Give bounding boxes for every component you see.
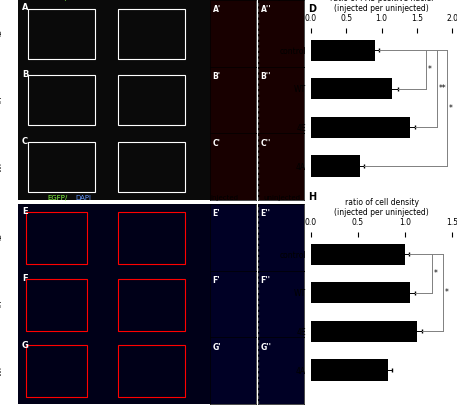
Text: injected: injected [211, 0, 239, 1]
Bar [311, 359, 388, 381]
Text: DAPI: DAPI [76, 195, 92, 201]
Bar [311, 155, 361, 177]
Bar [26, 212, 87, 264]
Text: E'': E'' [260, 209, 271, 218]
Text: WT: WT [0, 161, 3, 172]
Text: F': F' [213, 276, 220, 285]
Text: C: C [22, 137, 28, 146]
Text: A': A' [213, 5, 221, 14]
Text: G': G' [213, 343, 221, 352]
Text: *: * [434, 269, 437, 278]
Text: WT: WT [0, 365, 3, 376]
Text: F: F [22, 274, 28, 283]
Text: E': E' [213, 209, 220, 218]
Bar [311, 321, 418, 342]
Bar [118, 9, 185, 59]
Bar [118, 142, 185, 192]
Text: G: G [22, 341, 29, 350]
Text: 4E: 4E [0, 233, 3, 242]
Bar [28, 75, 95, 125]
Bar [118, 212, 185, 264]
Text: E: E [22, 207, 28, 216]
Text: EGFP/: EGFP/ [47, 0, 67, 1]
Bar [311, 117, 410, 138]
Text: B'': B'' [260, 72, 271, 81]
Text: A'': A'' [260, 5, 271, 14]
Bar [311, 282, 410, 304]
Text: PH3: PH3 [76, 0, 90, 1]
Bar [311, 40, 375, 61]
Text: H: H [308, 192, 317, 202]
Bar [118, 279, 185, 330]
Text: 4E: 4E [0, 29, 3, 38]
Text: A: A [22, 3, 29, 12]
Text: injected: injected [211, 195, 239, 201]
Bar [118, 345, 185, 397]
Text: C'': C'' [260, 139, 271, 148]
Bar [118, 75, 185, 125]
Bar [26, 279, 87, 330]
Bar [26, 345, 87, 397]
Text: EGFP/: EGFP/ [47, 195, 67, 201]
Text: *: * [445, 288, 449, 297]
Bar [28, 9, 95, 59]
Text: 4A: 4A [0, 95, 3, 104]
Title: ratio of cell density
(injected per uninjected): ratio of cell density (injected per unin… [334, 198, 429, 217]
Text: uninjected: uninjected [264, 195, 301, 201]
Bar [28, 142, 95, 192]
Text: C': C' [213, 139, 221, 148]
Text: F'': F'' [260, 276, 271, 285]
Text: **: ** [439, 84, 447, 93]
Text: *: * [428, 65, 431, 74]
Text: B: B [22, 70, 28, 79]
Bar [311, 244, 405, 265]
Bar [311, 78, 392, 100]
Text: B': B' [213, 72, 221, 81]
Text: D: D [308, 4, 317, 14]
Title: ratio of PH3 positive nuclei
(injected per uninjected): ratio of PH3 positive nuclei (injected p… [330, 0, 433, 13]
Text: uninjected: uninjected [264, 0, 301, 1]
Text: 4A: 4A [0, 299, 3, 308]
Text: *: * [449, 104, 453, 113]
Text: G'': G'' [260, 343, 271, 352]
